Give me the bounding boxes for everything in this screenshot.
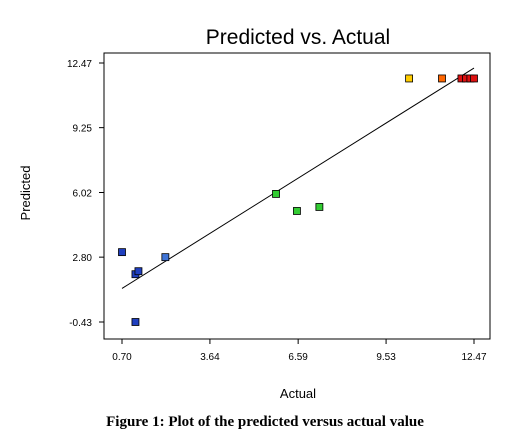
y-tick-label: 6.02 [73,189,93,200]
data-point [161,253,170,262]
y-axis-ticks: -0.43 2.80 6.02 9.25 12.47 [67,59,104,329]
data-point [315,203,324,211]
data-point [118,248,126,257]
y-axis-label: Predicted [18,166,33,221]
figure-caption: Figure 1: Plot of the predicted versus a… [106,414,424,430]
data-point [293,207,301,215]
x-tick-label: 12.47 [461,352,486,363]
x-axis-ticks: 0.70 3.64 6.59 9.53 12.47 [112,339,487,363]
chart-title: Predicted vs. Actual [206,26,390,49]
x-tick-label: 9.53 [376,352,396,363]
data-point [438,74,446,83]
data-points [118,74,478,326]
data-point [134,267,143,276]
data-point [405,74,414,83]
y-tick-label: 12.47 [67,59,92,70]
x-tick-label: 6.59 [288,352,308,363]
data-point [131,318,140,326]
x-tick-label: 0.70 [112,352,132,363]
reference-line [121,67,475,289]
data-point [470,74,478,83]
x-tick-label: 3.64 [200,352,220,363]
y-tick-label: 9.25 [73,124,93,135]
y-tick-label: -0.43 [69,318,92,329]
plot-frame [103,52,491,340]
x-axis-label: Actual [280,386,316,401]
y-tick-label: 2.80 [73,253,93,264]
data-point [272,190,280,198]
